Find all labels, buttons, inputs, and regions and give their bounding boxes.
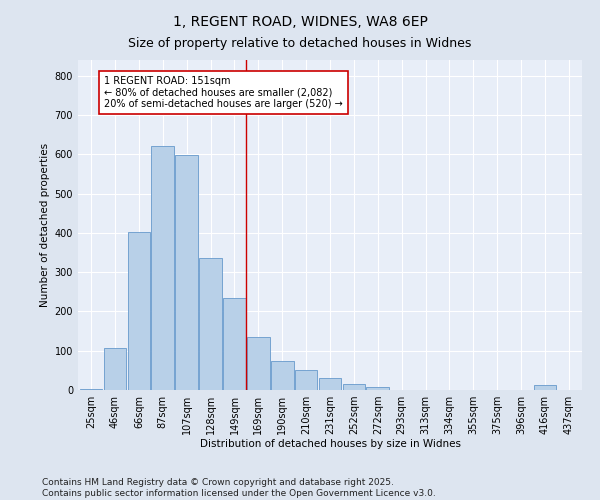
Y-axis label: Number of detached properties: Number of detached properties <box>40 143 50 307</box>
Text: Size of property relative to detached houses in Widnes: Size of property relative to detached ho… <box>128 38 472 51</box>
Bar <box>247 337 269 390</box>
Bar <box>199 258 222 390</box>
Bar <box>271 360 293 390</box>
Bar <box>80 389 103 390</box>
Bar <box>223 298 246 390</box>
Bar <box>319 378 341 390</box>
Bar <box>367 387 389 390</box>
X-axis label: Distribution of detached houses by size in Widnes: Distribution of detached houses by size … <box>199 438 461 448</box>
Bar <box>151 146 174 390</box>
Bar <box>175 156 198 390</box>
Bar <box>128 232 150 390</box>
Text: 1, REGENT ROAD, WIDNES, WA8 6EP: 1, REGENT ROAD, WIDNES, WA8 6EP <box>173 15 427 29</box>
Text: Contains HM Land Registry data © Crown copyright and database right 2025.
Contai: Contains HM Land Registry data © Crown c… <box>42 478 436 498</box>
Text: 1 REGENT ROAD: 151sqm
← 80% of detached houses are smaller (2,082)
20% of semi-d: 1 REGENT ROAD: 151sqm ← 80% of detached … <box>104 76 343 109</box>
Bar <box>343 384 365 390</box>
Bar <box>533 386 556 390</box>
Bar <box>104 348 127 390</box>
Bar <box>295 370 317 390</box>
